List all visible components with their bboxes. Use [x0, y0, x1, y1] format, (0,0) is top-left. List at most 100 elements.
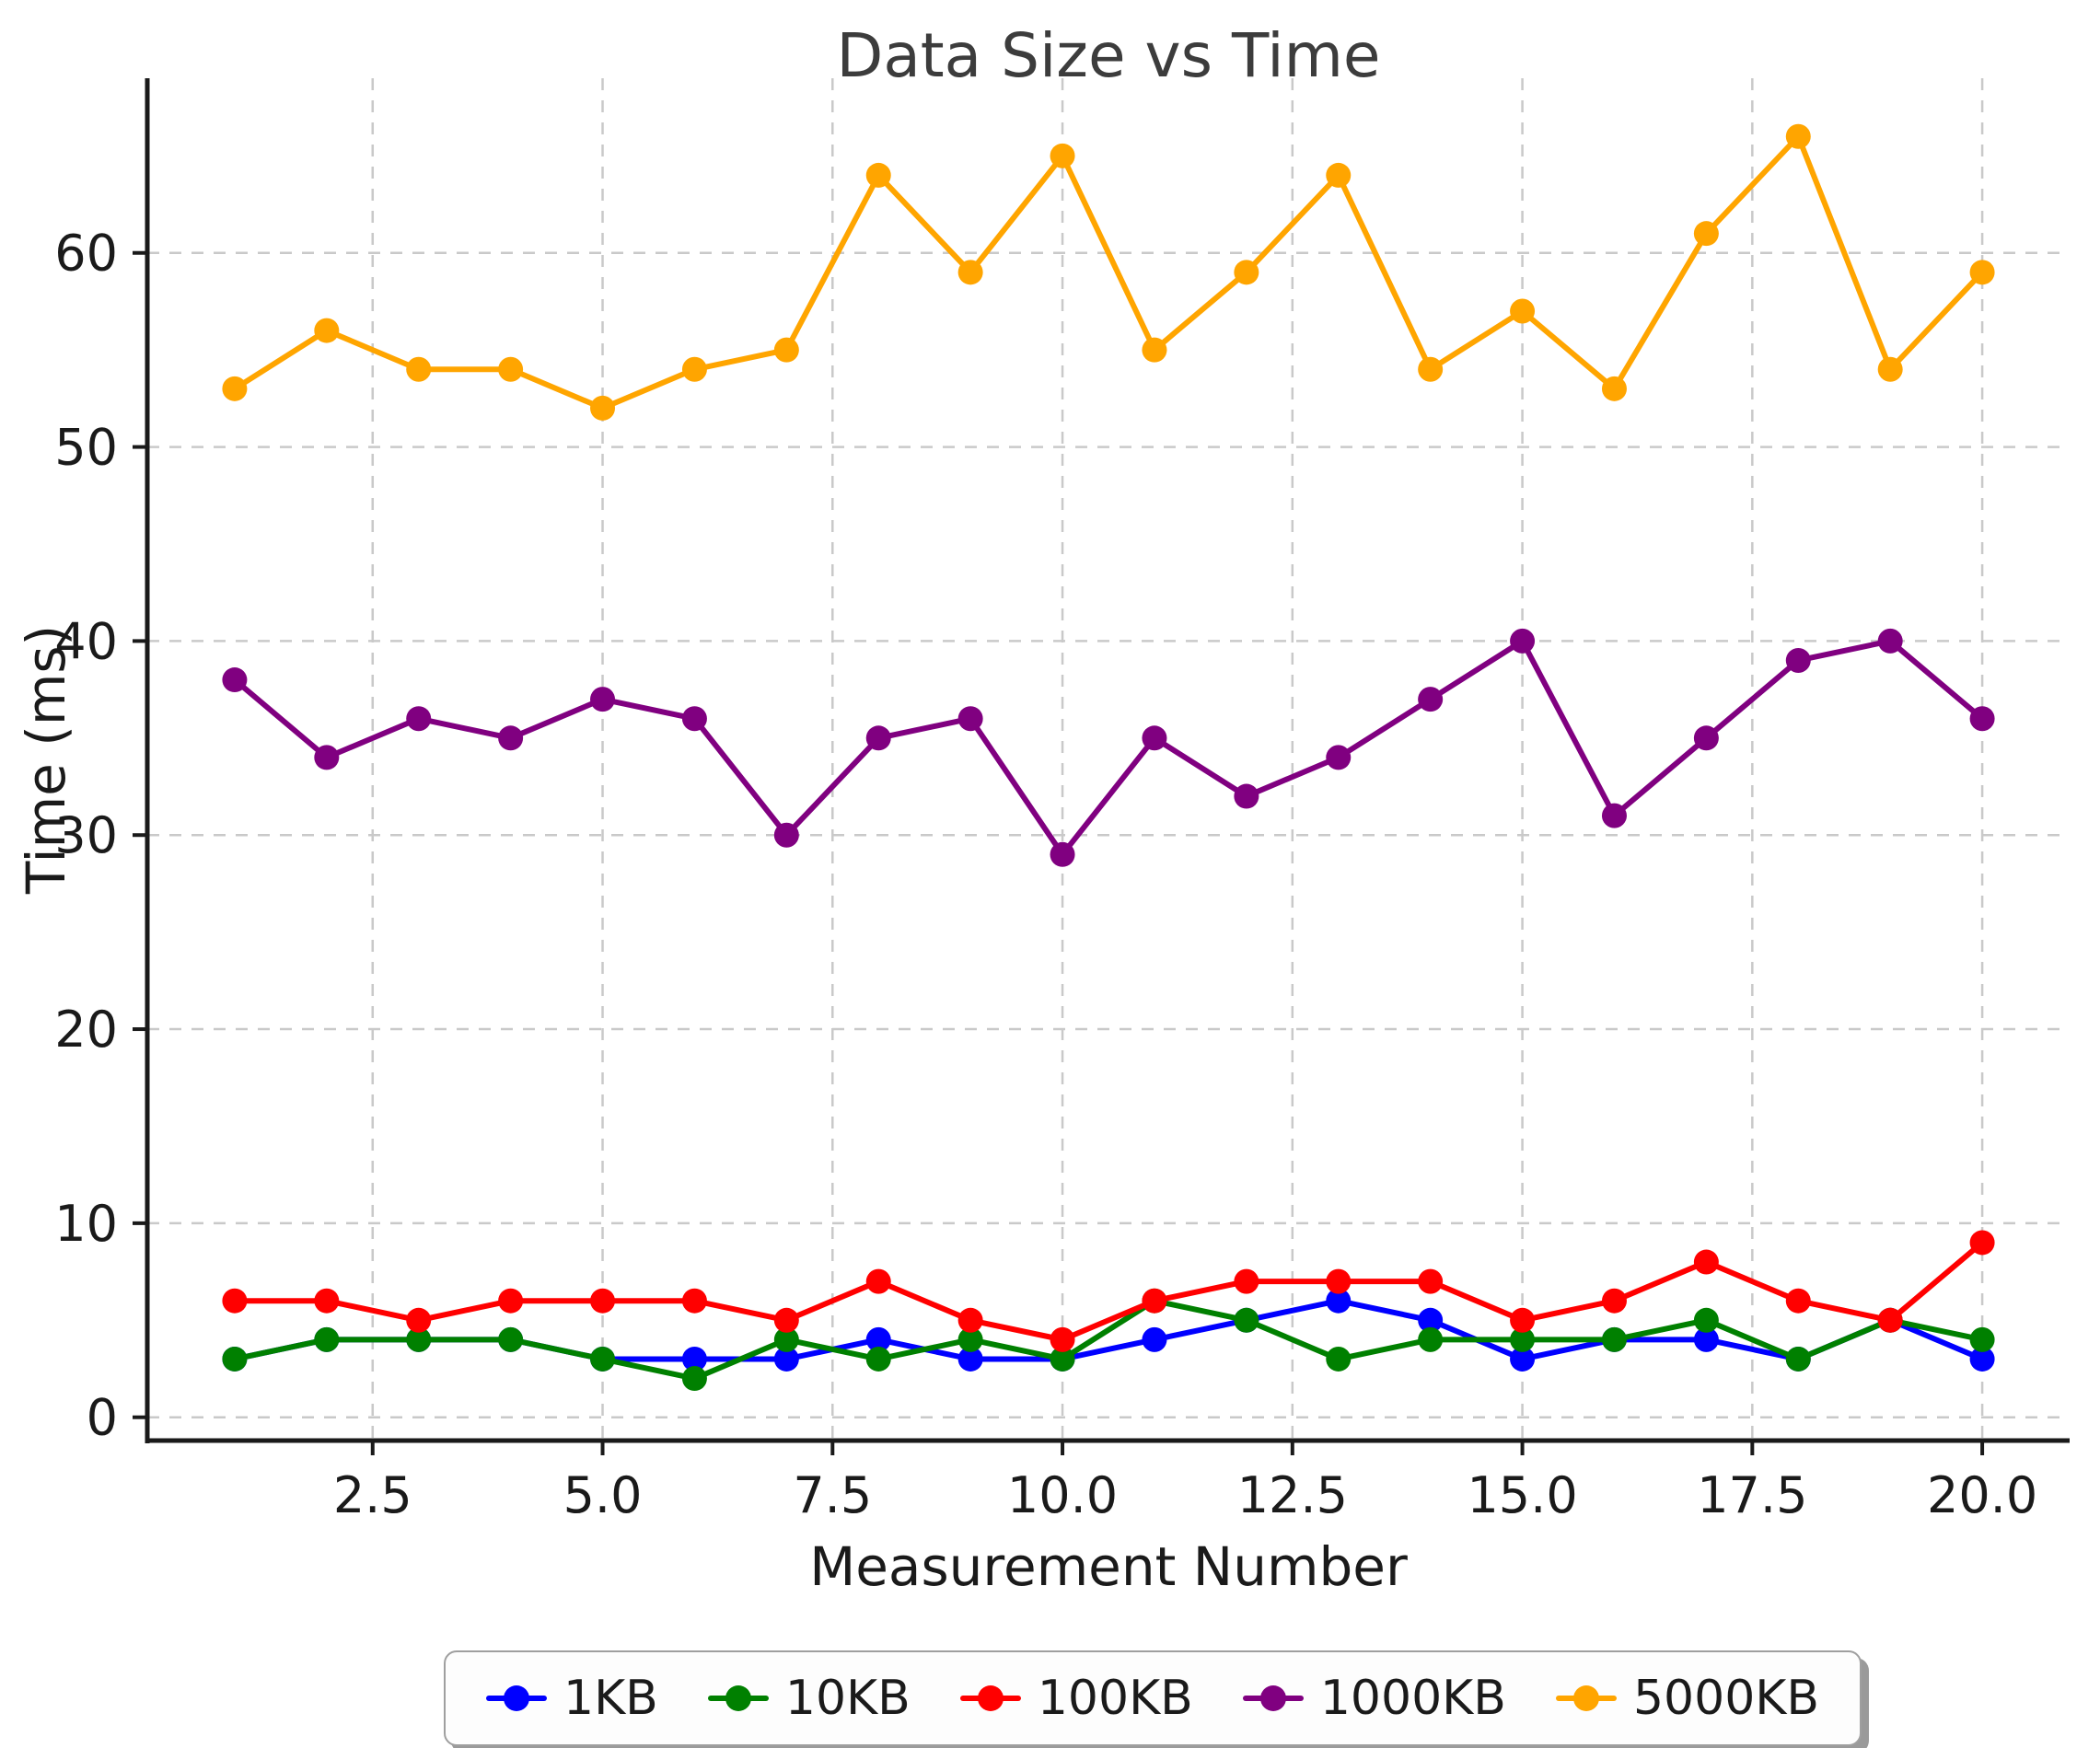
data-point-5000KB — [1969, 260, 1995, 285]
data-point-10KB — [865, 1346, 891, 1372]
data-point-5000KB — [1142, 337, 1167, 363]
legend-label: 1000KB — [1319, 1671, 1506, 1726]
data-point-1000KB — [1234, 783, 1259, 809]
data-point-5000KB — [590, 395, 616, 421]
data-point-1000KB — [957, 706, 983, 732]
data-point-10KB — [222, 1346, 248, 1372]
legend-item-1000KB: 1000KB — [1242, 1671, 1506, 1726]
data-point-100KB — [590, 1288, 616, 1314]
x-tick-label: 7.5 — [793, 1466, 872, 1524]
data-point-5000KB — [222, 376, 248, 401]
data-point-100KB — [1326, 1268, 1352, 1294]
series-line-1000KB — [231, 638, 1986, 858]
data-point-1000KB — [406, 706, 432, 732]
data-point-10KB — [498, 1326, 524, 1352]
legend-item-100KB: 100KB — [959, 1671, 1193, 1726]
data-point-100KB — [681, 1288, 707, 1314]
data-point-1000KB — [1418, 687, 1444, 712]
data-point-5000KB — [1326, 162, 1352, 188]
data-point-100KB — [498, 1288, 524, 1314]
series-line-5000KB — [231, 133, 1986, 411]
series-line-10KB — [231, 1298, 1986, 1382]
data-point-5000KB — [1877, 356, 1903, 382]
legend-marker-icon — [1555, 1684, 1617, 1712]
legend-dot-icon — [1259, 1685, 1286, 1711]
y-tick-label: 10 — [54, 1195, 118, 1253]
data-point-100KB — [1142, 1288, 1167, 1314]
legend-marker-icon — [1242, 1684, 1304, 1712]
data-point-100KB — [865, 1268, 891, 1294]
data-point-100KB — [1785, 1288, 1811, 1314]
data-point-100KB — [1510, 1307, 1536, 1333]
legend-label: 10KB — [784, 1671, 911, 1726]
x-tick-label: 20.0 — [1927, 1466, 2037, 1524]
chart-legend: 1KB 10KB 100KB 1000KB 5000KB — [444, 1650, 1862, 1746]
x-tick-label: 10.0 — [1007, 1466, 1118, 1524]
data-point-10KB — [681, 1366, 707, 1392]
legend-label: 1KB — [563, 1671, 658, 1726]
data-point-100KB — [1969, 1230, 1995, 1256]
data-point-10KB — [314, 1326, 340, 1352]
data-point-5000KB — [1234, 260, 1259, 285]
data-point-100KB — [773, 1307, 799, 1333]
data-point-5000KB — [1050, 143, 1075, 168]
data-point-10KB — [1510, 1326, 1536, 1352]
data-point-1KB — [681, 1346, 707, 1372]
data-point-1000KB — [590, 687, 616, 712]
data-point-1000KB — [1693, 725, 1719, 751]
data-point-5000KB — [957, 260, 983, 285]
data-point-1KB — [957, 1346, 983, 1372]
data-point-10KB — [590, 1346, 616, 1372]
data-point-5000KB — [1693, 221, 1719, 247]
data-point-100KB — [222, 1288, 248, 1314]
data-point-100KB — [1234, 1268, 1259, 1294]
data-point-1000KB — [1969, 706, 1995, 732]
y-tick-label: 60 — [54, 225, 118, 283]
data-point-5000KB — [1418, 356, 1444, 382]
legend-marker-icon — [486, 1684, 547, 1712]
legend-dot-icon — [977, 1685, 1004, 1711]
data-point-10KB — [1693, 1307, 1719, 1333]
data-point-1000KB — [1601, 803, 1627, 828]
data-point-5000KB — [1601, 376, 1627, 401]
legend-label: 5000KB — [1632, 1671, 1820, 1726]
data-point-5000KB — [865, 162, 891, 188]
data-point-5000KB — [1510, 298, 1536, 324]
data-point-1000KB — [498, 725, 524, 751]
data-point-1000KB — [222, 667, 248, 693]
data-point-100KB — [406, 1307, 432, 1333]
data-point-5000KB — [498, 356, 524, 382]
data-point-5000KB — [1785, 123, 1811, 149]
data-point-1KB — [1326, 1288, 1352, 1314]
x-tick-label: 2.5 — [333, 1466, 412, 1524]
data-point-1KB — [1969, 1346, 1995, 1372]
data-point-1KB — [865, 1326, 891, 1352]
legend-dot-icon — [725, 1685, 751, 1711]
x-axis-label: Measurement Number — [809, 1535, 1408, 1598]
data-point-10KB — [406, 1326, 432, 1352]
data-point-1KB — [773, 1346, 799, 1372]
data-point-1000KB — [1326, 745, 1352, 770]
data-point-1KB — [1510, 1346, 1536, 1372]
data-point-1000KB — [865, 725, 891, 751]
x-tick-label: 15.0 — [1467, 1466, 1577, 1524]
data-point-10KB — [1785, 1346, 1811, 1372]
legend-item-10KB: 10KB — [707, 1671, 911, 1726]
series-line-100KB — [231, 1239, 1986, 1343]
data-point-10KB — [957, 1326, 983, 1352]
data-point-100KB — [1418, 1268, 1444, 1294]
data-point-1000KB — [1050, 841, 1075, 867]
legend-marker-icon — [959, 1684, 1021, 1712]
data-point-1000KB — [681, 706, 707, 732]
legend-marker-icon — [707, 1684, 769, 1712]
y-tick-label: 20 — [54, 1001, 118, 1059]
y-tick-label: 50 — [54, 419, 118, 477]
legend-dot-icon — [504, 1685, 529, 1711]
legend-item-5000KB: 5000KB — [1555, 1671, 1820, 1726]
data-point-10KB — [1234, 1307, 1259, 1333]
data-point-1000KB — [314, 745, 340, 770]
legend-dot-icon — [1572, 1685, 1599, 1711]
data-point-10KB — [1601, 1326, 1627, 1352]
